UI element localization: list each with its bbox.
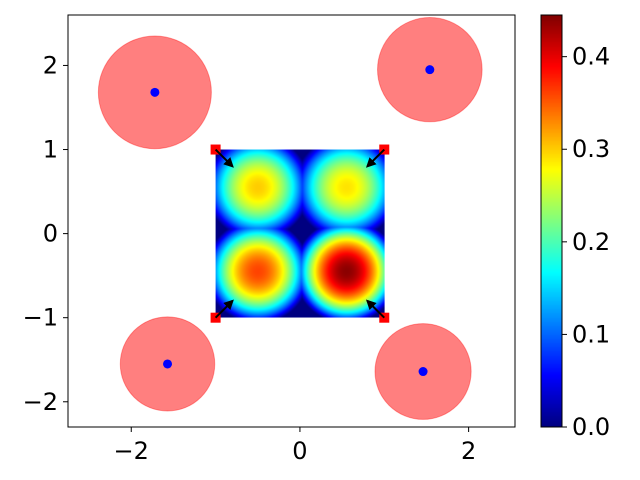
corner-arrow — [365, 148, 385, 168]
colorbar-gradient — [541, 15, 562, 427]
obstacle-center-point — [150, 87, 160, 97]
colorbar-tick-label: 0.4 — [572, 43, 610, 71]
y-tick-label: 2 — [43, 51, 58, 79]
colorbar-tick-label: 0.2 — [572, 228, 610, 256]
heatmap-field — [215, 149, 385, 318]
x-tick-label: 0 — [292, 437, 307, 465]
x-tick-label: 2 — [461, 437, 476, 465]
y-tick-label: −2 — [23, 388, 58, 416]
y-tick-label: 1 — [43, 136, 58, 164]
colorbar-tick-label: 0.1 — [572, 320, 610, 348]
plot-frame — [67, 14, 516, 428]
corner-arrow — [365, 299, 385, 319]
y-tick-label: −1 — [23, 304, 58, 332]
obstacle-center-point — [418, 367, 428, 377]
obstacle-center-point — [425, 65, 435, 75]
colorbar-tick-label: 0.3 — [572, 135, 610, 163]
colorbar-tick-label: 0.0 — [572, 413, 610, 441]
x-tick-label: −2 — [114, 437, 149, 465]
colorbar-frame — [540, 14, 563, 428]
y-tick-label: 0 — [43, 220, 58, 248]
obstacle-center-point — [163, 359, 173, 369]
corner-arrow — [214, 299, 234, 319]
corner-arrow — [214, 148, 234, 168]
